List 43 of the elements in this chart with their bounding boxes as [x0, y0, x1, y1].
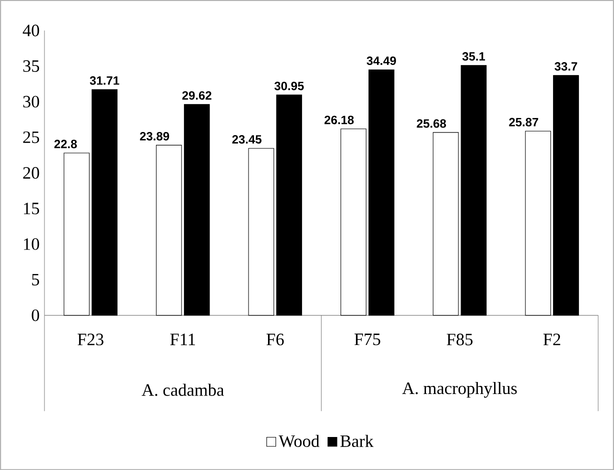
- legend-label: Bark: [340, 434, 374, 447]
- data-label: 33.7: [554, 62, 578, 71]
- y-tick-label: 15: [24, 202, 40, 214]
- y-tick-label: 30: [23, 96, 40, 108]
- x-tick-label: F6: [266, 334, 284, 346]
- bar: [525, 130, 551, 316]
- bar: [368, 69, 394, 316]
- x-tick-label: F85: [446, 334, 473, 346]
- bar: [276, 94, 302, 316]
- bar: [184, 104, 210, 316]
- text: A. cadamba: [142, 384, 224, 396]
- bar: [64, 152, 90, 316]
- bar: [156, 144, 182, 316]
- y-tick-label: 0: [32, 309, 40, 322]
- y-tick-label: 35: [23, 60, 40, 72]
- bar: [92, 89, 118, 316]
- y-tick-label: 20: [23, 166, 40, 179]
- bar: [432, 132, 459, 316]
- data-label: 34.49: [366, 56, 396, 65]
- y-tick-label: 40: [22, 24, 40, 36]
- legend-label: Wood: [278, 434, 320, 447]
- data-label: 29.62: [182, 91, 212, 100]
- data-label: 25.87: [509, 118, 538, 126]
- bar: [248, 148, 274, 316]
- x-tick-label: F11: [170, 334, 195, 345]
- data-label: 26.18: [324, 116, 354, 124]
- data-label: 22.8: [54, 140, 77, 148]
- x-tick-label: F23: [78, 334, 104, 346]
- x-tick-label: F2: [543, 334, 560, 346]
- bar: [460, 65, 487, 316]
- bar: [553, 74, 579, 316]
- y-tick-label: 5: [32, 274, 40, 286]
- y-tick-label: 25: [23, 131, 40, 143]
- bar: [340, 128, 366, 316]
- data-label: 23.89: [140, 132, 170, 140]
- y-tick-label: 10: [24, 238, 40, 250]
- data-label: 23.45: [232, 135, 262, 144]
- data-label: 25.68: [416, 119, 446, 128]
- data-label: 30.95: [274, 82, 304, 90]
- data-label: 31.71: [90, 76, 120, 85]
- data-label: 35.1: [462, 52, 486, 61]
- x-tick-label: F75: [354, 334, 380, 346]
- text: A. macrophyllus: [402, 382, 517, 398]
